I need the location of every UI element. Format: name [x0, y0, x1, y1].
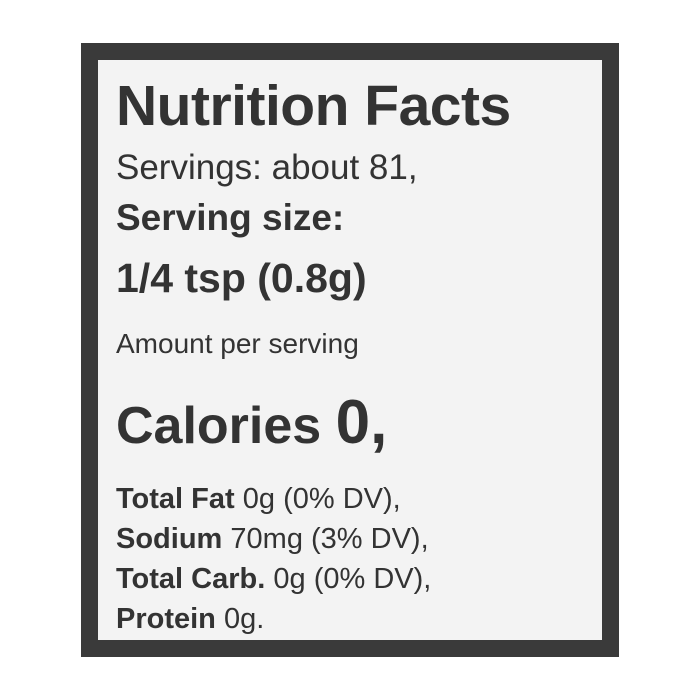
- nutrient-row: Total Fat 0g (0% DV),: [116, 485, 401, 514]
- calories-row: Calories 0,: [116, 392, 387, 454]
- nutrient-row: Total Carb. 0g (0% DV),: [116, 565, 431, 594]
- nutrient-name: Protein: [116, 603, 216, 635]
- calories-label: Calories: [116, 397, 322, 455]
- nutrient-row: Protein 0g.: [116, 605, 264, 634]
- amount-per-serving: Amount per serving: [116, 328, 359, 359]
- nutrient-value: 0g (0% DV),: [273, 563, 432, 595]
- nutrient-value: 0g (0% DV),: [242, 483, 401, 515]
- nutrient-name: Total Fat: [116, 483, 235, 515]
- label-title: Nutrition Facts: [116, 74, 511, 138]
- nutrient-row: Sodium 70mg (3% DV),: [116, 525, 429, 554]
- servings-per-container: Servings: about 81,: [116, 148, 418, 187]
- nutrient-value: 70mg (3% DV),: [230, 523, 429, 555]
- nutrient-name: Total Carb.: [116, 563, 266, 595]
- serving-size-value: 1/4 tsp (0.8g): [116, 255, 367, 301]
- nutrient-name: Sodium: [116, 523, 223, 555]
- serving-size-label: Serving size:: [116, 197, 345, 238]
- calories-value: 0,: [335, 388, 388, 457]
- nutrient-value: 0g.: [223, 603, 265, 635]
- nutrition-facts-label: Nutrition Facts Servings: about 81, Serv…: [81, 43, 619, 657]
